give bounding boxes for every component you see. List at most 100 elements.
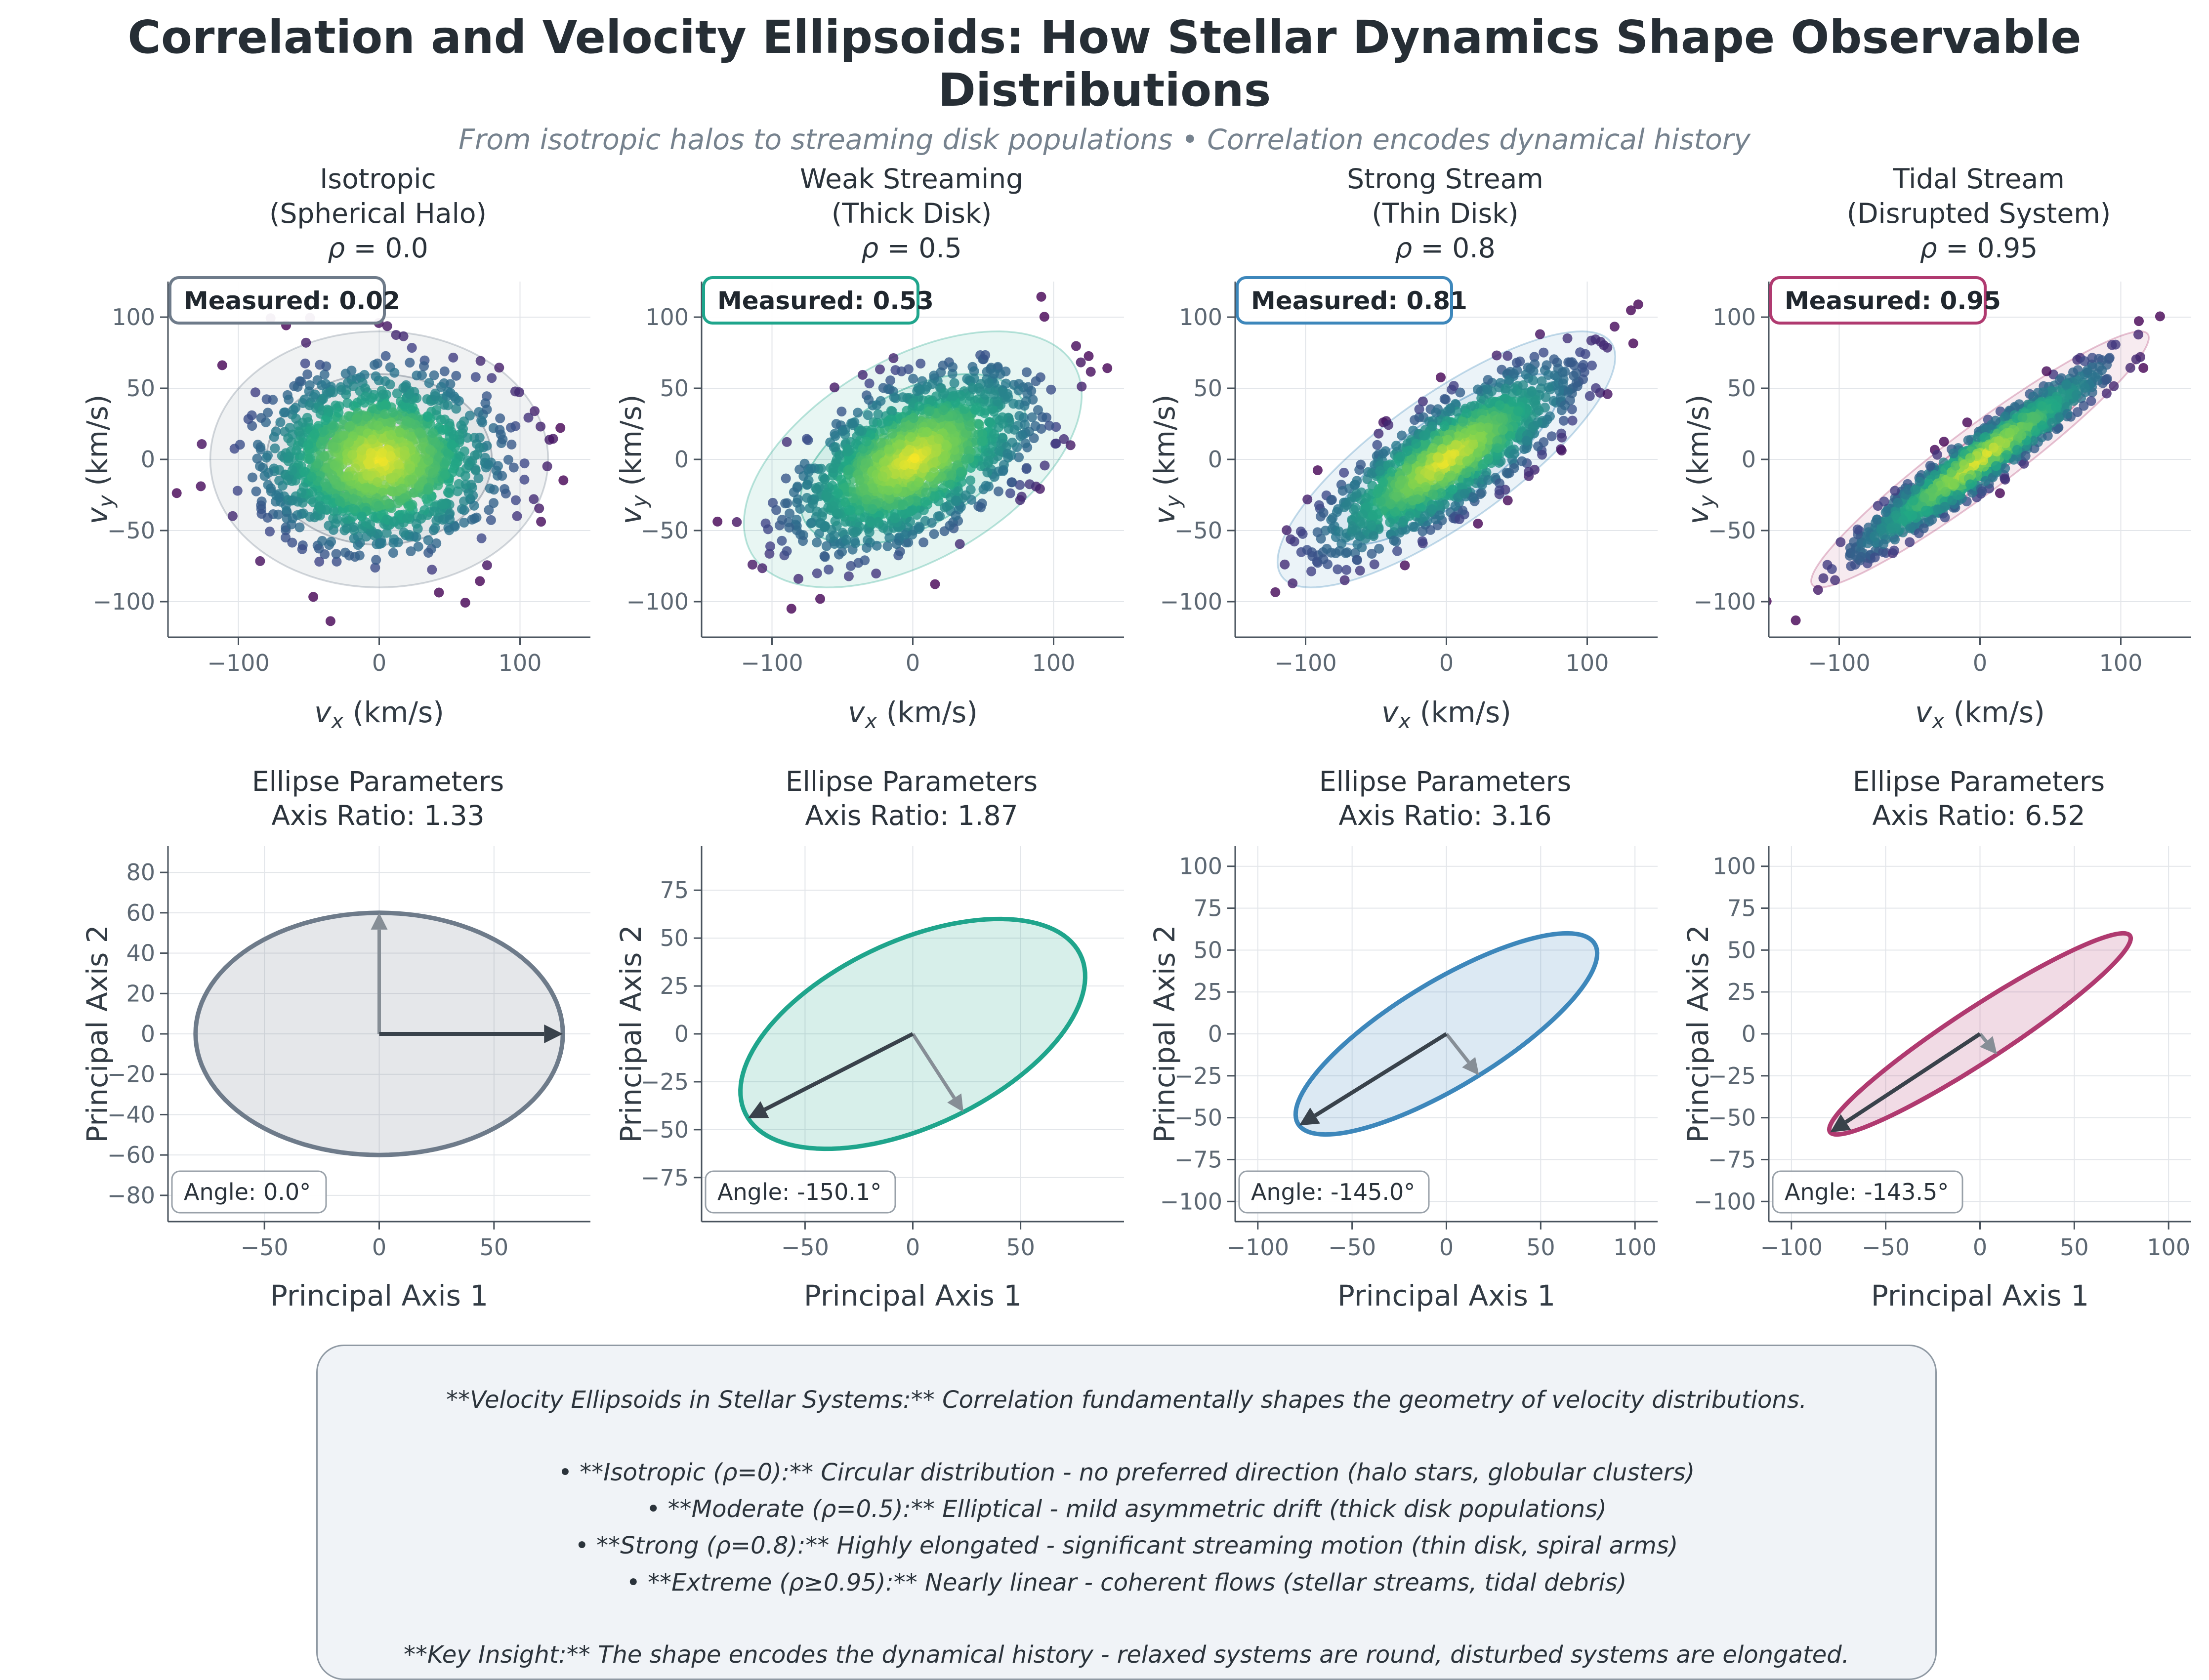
measured-correlation-badge: Measured: 0.02 — [170, 278, 400, 323]
measured-correlation-badge: Measured: 0.95 — [1771, 278, 2001, 323]
svg-text:0: 0 — [1439, 650, 1454, 676]
svg-text:0: 0 — [674, 446, 689, 473]
ellipse-title-line: Ellipse Parameters — [1215, 765, 1675, 799]
rho-symbol: ρ — [328, 232, 345, 264]
panel-context: (Disrupted System) — [1749, 197, 2209, 231]
panel-name: Strong Stream — [1215, 162, 1675, 197]
velocity-scatter-plot-1: −100 0 100 100 50 0 −50 −100 vx (km/s) vy (km/s) M… — [82, 268, 600, 757]
panel-rho-label: ρ = 0.5 — [682, 231, 1141, 266]
angle-badge: Angle: 0.0° — [172, 1171, 326, 1213]
ellipse-title-line: Ellipse Parameters — [1749, 765, 2209, 799]
svg-text:Measured: 0.02: Measured: 0.02 — [184, 287, 400, 315]
ellipse-title-line: Ellipse Parameters — [682, 765, 1141, 799]
info-box: **Velocity Ellipsoids in Stellar Systems… — [316, 1345, 1937, 1680]
svg-text:100: 100 — [499, 650, 542, 676]
scatter-panel-2: Weak Streaming(Thick Disk)ρ = 0.5 −100 0 10… — [608, 162, 1141, 757]
figure-title: Correlation and Velocity Ellipsoids: How… — [0, 11, 2209, 117]
svg-text:vy (km/s): vy (km/s) — [82, 394, 118, 524]
info-line: • **Strong (ρ=0.8):** Highly elongated -… — [347, 1527, 1906, 1564]
scatter-panel-title-2: Weak Streaming(Thick Disk)ρ = 0.5 — [608, 162, 1141, 266]
scatter-panel-4: Tidal Stream(Disrupted System)ρ = 0.95−1… — [1675, 162, 2209, 757]
svg-text:0: 0 — [906, 650, 920, 676]
axis-ratio-label: Axis Ratio: 1.87 — [682, 799, 1141, 833]
measured-correlation-badge: Measured: 0.81 — [1237, 278, 1467, 323]
svg-text:−100: −100 — [207, 650, 269, 676]
svg-text:−100: −100 — [93, 588, 155, 615]
angle-badge: Angle: -150.1° — [706, 1171, 895, 1213]
panel-context: (Spherical Halo) — [148, 197, 608, 231]
svg-text:−100: −100 — [1160, 588, 1222, 615]
velocity-scatter-row: Isotropic(Spherical Halo)ρ = 0.0 −100 0 100… — [0, 162, 2209, 757]
svg-text:−50: −50 — [107, 517, 155, 544]
scatter-data-layer-4 — [1762, 311, 2165, 625]
scatter-panel-title-4: Tidal Stream(Disrupted System)ρ = 0.95 — [1675, 162, 2209, 266]
svg-text:100: 100 — [645, 304, 689, 330]
panel-name: Tidal Stream — [1749, 162, 2209, 197]
scatter-panel-title-3: Strong Stream(Thin Disk)ρ = 0.8 — [1141, 162, 1675, 266]
svg-text:vy (km/s): vy (km/s) — [615, 394, 652, 524]
svg-text:vx (km/s): vx (km/s) — [848, 696, 978, 733]
svg-text:100: 100 — [1179, 304, 1222, 330]
rho-symbol: ρ — [1920, 232, 1937, 264]
svg-text:0: 0 — [372, 650, 386, 676]
panel-context: (Thick Disk) — [682, 197, 1141, 231]
panel-rho-label: ρ = 0.8 — [1215, 231, 1675, 266]
info-paragraph-3: **Key Insight:** The shape encodes the d… — [347, 1637, 1906, 1673]
info-paragraph-2: • **Isotropic (ρ=0):** Circular distribu… — [347, 1454, 1906, 1601]
panel-name: Isotropic — [148, 162, 608, 197]
angle-badge: Angle: -143.5° — [1773, 1171, 1962, 1213]
rho-symbol: ρ — [861, 232, 878, 264]
info-line: • **Moderate (ρ=0.5):** Elliptical - mil… — [347, 1491, 1906, 1527]
panel-rho-label: ρ = 0.95 — [1749, 231, 2209, 266]
svg-text:50: 50 — [660, 375, 689, 402]
scatter-panel-1: Isotropic(Spherical Halo)ρ = 0.0 −100 0 100… — [74, 162, 608, 757]
svg-text:50: 50 — [126, 375, 155, 402]
svg-text:vx (km/s): vx (km/s) — [314, 696, 444, 733]
angle-badge: Angle: -145.0° — [1239, 1171, 1429, 1213]
info-paragraph-1: **Velocity Ellipsoids in Stellar Systems… — [347, 1382, 1906, 1418]
svg-text:−100: −100 — [1274, 650, 1336, 676]
svg-text:100: 100 — [112, 304, 155, 330]
svg-text:−100: −100 — [626, 588, 689, 615]
axis-ratio-label: Axis Ratio: 6.52 — [1749, 799, 2209, 833]
rho-symbol: ρ — [1395, 232, 1412, 264]
figure-subtitle: From isotropic halos to streaming disk p… — [0, 123, 2209, 156]
svg-text:0: 0 — [1208, 446, 1222, 473]
svg-text:−50: −50 — [1174, 517, 1222, 544]
svg-text:100: 100 — [1032, 650, 1076, 676]
scatter-data-layer-1 — [172, 313, 569, 626]
figure-page: { "chart_data": { "type": "scatter", "fi… — [0, 11, 2209, 1613]
axis-ratio-label: Axis Ratio: 1.33 — [148, 799, 608, 833]
info-line: • **Isotropic (ρ=0):** Circular distribu… — [347, 1454, 1906, 1491]
info-line: **Key Insight:** The shape encodes the d… — [347, 1637, 1906, 1673]
svg-text:50: 50 — [1193, 375, 1222, 402]
svg-text:0: 0 — [141, 446, 155, 473]
svg-text:vy (km/s): vy (km/s) — [1149, 394, 1185, 524]
svg-text:−50: −50 — [641, 517, 689, 544]
axis-ratio-label: Axis Ratio: 3.16 — [1215, 799, 1675, 833]
ellipse-title-line: Ellipse Parameters — [148, 765, 608, 799]
panel-rho-label: ρ = 0.0 — [148, 231, 608, 266]
svg-text:vx (km/s): vx (km/s) — [1381, 696, 1511, 733]
scatter-panel-title-1: Isotropic(Spherical Halo)ρ = 0.0 — [74, 162, 608, 266]
info-line: • **Extreme (ρ≥0.95):** Nearly linear - … — [347, 1564, 1906, 1601]
info-line: **Velocity Ellipsoids in Stellar Systems… — [347, 1382, 1906, 1418]
panel-name: Weak Streaming — [682, 162, 1141, 197]
svg-text:Measured: 0.53: Measured: 0.53 — [717, 287, 934, 315]
